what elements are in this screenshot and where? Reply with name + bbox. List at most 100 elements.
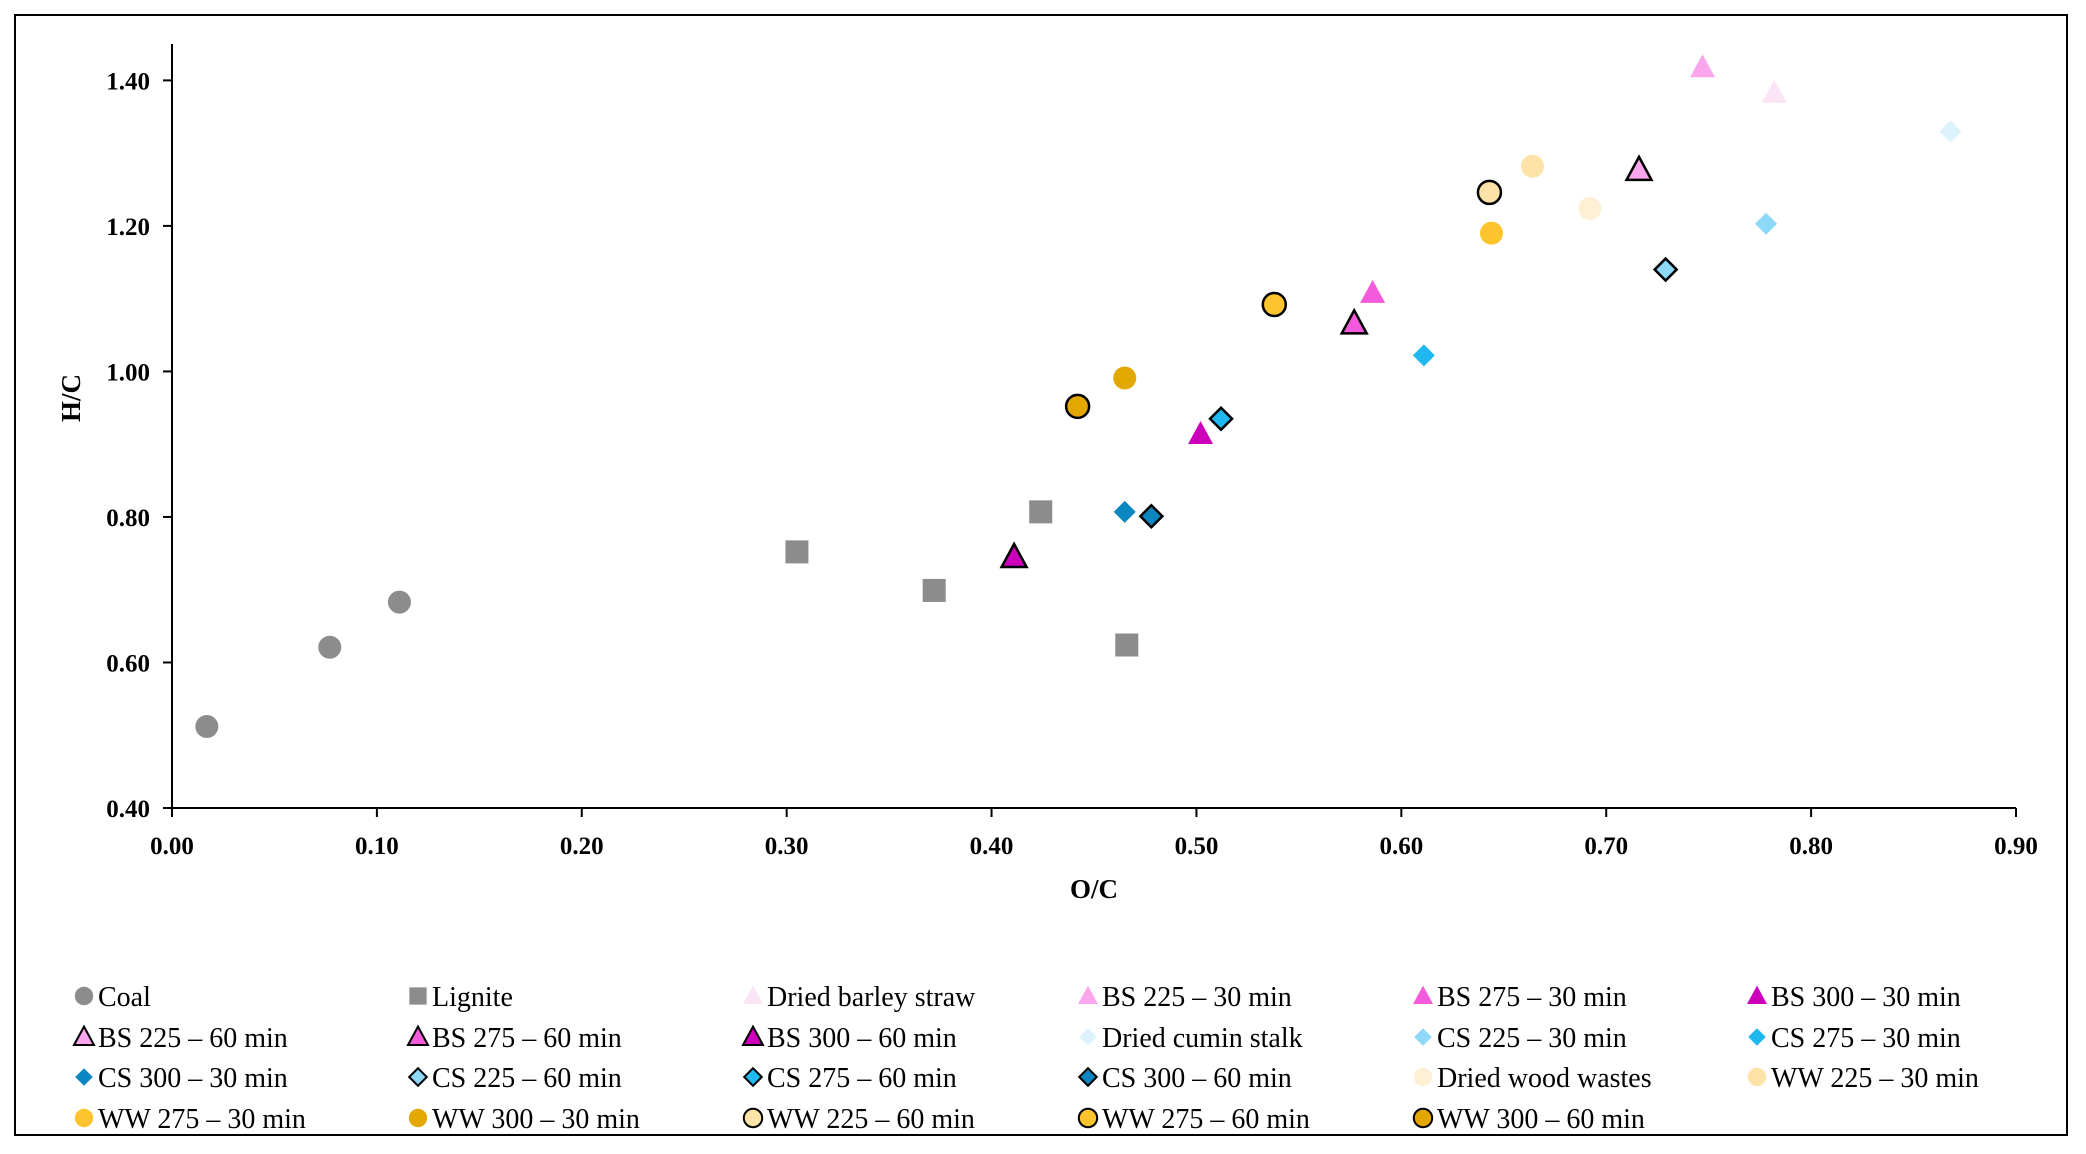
- legend-marker: [742, 1066, 764, 1088]
- legend-entry: WW 300 – 60 min: [1412, 1104, 1645, 1135]
- legend-entry: BS 225 – 30 min: [1078, 982, 1292, 1013]
- x-tick-label: 0.70: [1584, 833, 1628, 860]
- legend-marker: [1079, 1028, 1097, 1046]
- data-point: [1755, 212, 1778, 235]
- data-points: [195, 54, 1962, 739]
- x-tick-label: 0.20: [560, 833, 604, 860]
- x-tick-label: 0.10: [355, 833, 399, 860]
- legend-entry: BS 300 – 30 min: [1747, 982, 1961, 1013]
- x-tick-label: 0.40: [970, 833, 1014, 860]
- data-point: [1624, 154, 1654, 182]
- legend-entry: WW 225 – 60 min: [742, 1104, 975, 1135]
- legend-label: CS 275 – 60 min: [767, 1063, 957, 1094]
- legend-entry: WW 225 – 30 min: [1747, 1063, 1979, 1094]
- legend-entry: CS 300 – 30 min: [75, 1063, 288, 1094]
- legend-label: Dried wood wastes: [1437, 1063, 1652, 1094]
- legend-label: Dried cumin stalk: [1102, 1023, 1303, 1054]
- x-tick-label: 0.60: [1379, 833, 1423, 860]
- legend-marker: [408, 1108, 428, 1128]
- legend: Coal Lignite Dried barley straw BS 225 – 30…: [72, 982, 1979, 1135]
- data-point: [1113, 366, 1137, 390]
- y-tick-label: 0.80: [106, 505, 150, 532]
- legend-marker: [743, 985, 763, 1004]
- legend-label: BS 275 – 60 min: [432, 1023, 622, 1054]
- data-point: [922, 578, 946, 602]
- legend-entry: WW 275 – 30 min: [74, 1104, 306, 1135]
- legend-marker: [409, 987, 427, 1005]
- data-point: [1479, 221, 1503, 245]
- data-point: [1412, 344, 1435, 367]
- legend-entry: CS 275 – 60 min: [742, 1063, 957, 1094]
- legend-marker: [1413, 1067, 1433, 1087]
- data-point: [1652, 256, 1679, 283]
- data-point: [1064, 393, 1091, 420]
- data-point: [1360, 279, 1386, 303]
- legend-entry: BS 275 – 30 min: [1413, 982, 1627, 1013]
- data-point: [1113, 500, 1136, 523]
- legend-marker: [1077, 1107, 1099, 1129]
- legend-entry: CS 225 – 30 min: [1414, 1023, 1627, 1054]
- legend-marker: [72, 1024, 96, 1047]
- data-point: [1939, 120, 1962, 143]
- legend-label: CS 225 – 60 min: [432, 1063, 622, 1094]
- data-point: [318, 635, 342, 659]
- legend-entry: CS 275 – 30 min: [1748, 1023, 1961, 1054]
- legend-label: Dried barley straw: [767, 982, 976, 1013]
- data-point: [1115, 633, 1139, 657]
- x-tick-label: 0.00: [150, 833, 194, 860]
- legend-marker: [1414, 1028, 1432, 1046]
- x-tick-label: 0.90: [1994, 833, 2038, 860]
- legend-label: WW 300 – 30 min: [432, 1104, 640, 1135]
- x-tick-label: 0.80: [1789, 833, 1833, 860]
- legend-label: CS 275 – 30 min: [1771, 1023, 1961, 1054]
- legend-entry: CS 225 – 60 min: [407, 1063, 622, 1094]
- axes: [171, 44, 2016, 809]
- data-point: [1761, 79, 1787, 103]
- x-tick-label: 0.30: [765, 833, 809, 860]
- legend-entry: Dried cumin stalk: [1079, 1023, 1303, 1054]
- legend-entry: Lignite: [409, 982, 513, 1013]
- data-point: [1029, 500, 1053, 524]
- legend-marker: [406, 1024, 430, 1047]
- data-point: [1208, 405, 1234, 432]
- legend-marker: [1078, 985, 1098, 1004]
- data-point: [1138, 503, 1165, 529]
- y-axis-title: H/C: [56, 374, 86, 422]
- legend-marker: [1748, 1028, 1766, 1046]
- legend-marker: [75, 1068, 93, 1086]
- data-point: [999, 541, 1029, 569]
- data-point: [1339, 307, 1369, 335]
- data-point: [1188, 421, 1214, 445]
- legend-entry: BS 225 – 60 min: [72, 1023, 288, 1054]
- legend-label: WW 300 – 60 min: [1437, 1104, 1645, 1135]
- legend-label: CS 225 – 30 min: [1437, 1023, 1627, 1054]
- y-tick-label: 1.20: [106, 214, 150, 241]
- legend-label: WW 225 – 30 min: [1771, 1063, 1979, 1094]
- legend-label: BS 300 – 30 min: [1771, 982, 1961, 1013]
- legend-marker: [741, 1024, 765, 1047]
- legend-marker: [1747, 985, 1767, 1004]
- legend-entry: BS 300 – 60 min: [741, 1023, 957, 1054]
- legend-label: Lignite: [432, 982, 513, 1013]
- data-point: [785, 540, 809, 564]
- legend-entry: WW 300 – 30 min: [408, 1104, 640, 1135]
- legend-label: BS 225 – 60 min: [98, 1023, 288, 1054]
- legend-label: WW 275 – 30 min: [98, 1104, 306, 1135]
- legend-label: CS 300 – 30 min: [98, 1063, 288, 1094]
- ticks: 0.00 0.10 0.20 0.30 0.40 0.50 0.60 0.70 0.80 0.90…: [106, 68, 2038, 860]
- legend-label: CS 300 – 60 min: [1102, 1063, 1292, 1094]
- legend-entry: WW 275 – 60 min: [1077, 1104, 1310, 1135]
- legend-marker: [74, 986, 94, 1006]
- legend-label: BS 300 – 60 min: [767, 1023, 957, 1054]
- legend-marker: [1747, 1067, 1767, 1087]
- legend-label: Coal: [98, 982, 151, 1013]
- y-tick-label: 1.40: [106, 68, 150, 95]
- legend-entry: Dried barley straw: [743, 982, 976, 1013]
- legend-entry: Coal: [74, 982, 151, 1013]
- legend-marker: [1077, 1066, 1099, 1088]
- legend-label: BS 225 – 30 min: [1102, 982, 1292, 1013]
- data-point: [387, 590, 411, 614]
- data-point: [195, 715, 219, 739]
- data-point: [1690, 54, 1716, 78]
- figure-frame: [14, 14, 2068, 1136]
